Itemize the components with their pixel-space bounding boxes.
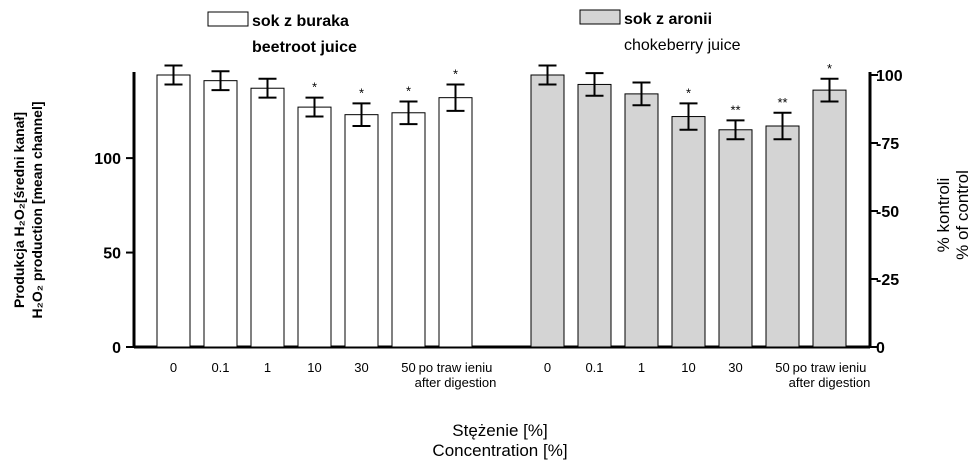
x-tick-label-1-3-0: 10 xyxy=(681,360,695,375)
x-tick-label-0-2-0: 1 xyxy=(264,360,271,375)
right-tick-label-2: -50 xyxy=(876,204,899,221)
significance-0-6: * xyxy=(453,66,458,81)
y-axis-label-right-pl: % kontroli xyxy=(934,178,953,253)
y-axis-label-left-en: H₂O₂ production [mean channel] xyxy=(29,101,45,318)
x-tick-label-1-4-0: 30 xyxy=(728,360,742,375)
left-y-ticks: 0 50 100 xyxy=(94,151,134,357)
x-tick-label-0-6-1: after digestion xyxy=(415,375,497,390)
bar-0-5 xyxy=(391,112,426,348)
bar-0-3 xyxy=(297,106,332,348)
x-tick-label-0-3-0: 10 xyxy=(307,360,321,375)
legend-swatch-chokeberry xyxy=(579,9,621,25)
significance-1-6: * xyxy=(827,61,832,76)
legend-label-chokeberry-en: chokeberry juice xyxy=(624,37,741,54)
bar-1-2 xyxy=(624,93,659,348)
significance-1-5: ** xyxy=(777,95,787,110)
bar-0-1 xyxy=(203,80,238,348)
x-tick-label-1-1-0: 0.1 xyxy=(585,360,603,375)
significance-0-5: * xyxy=(406,83,411,98)
bar-0-2 xyxy=(250,87,285,348)
significance-0-3: * xyxy=(312,80,317,95)
legend-label-beetroot-pl: sok z buraka xyxy=(252,13,349,30)
significance-0-4: * xyxy=(359,85,364,100)
bar-1-5 xyxy=(765,125,800,348)
x-tick-label-1-0-0: 0 xyxy=(544,360,551,375)
bar-1-6 xyxy=(812,89,847,348)
x-tick-label-0-6-0: po traw ieniu xyxy=(419,360,493,375)
bar-1-0 xyxy=(530,74,565,348)
right-y-ticks: 0 -25 -50 -75 100 xyxy=(870,68,903,357)
bar-1-1 xyxy=(577,83,612,348)
x-tick-label-0-4-0: 30 xyxy=(354,360,368,375)
x-tick-label-0-5-0: 50 xyxy=(401,360,415,375)
x-tick-label-0-0-0: 0 xyxy=(170,360,177,375)
right-tick-label-1: -25 xyxy=(876,272,899,289)
left-tick-label-2: 100 xyxy=(94,151,121,168)
significance-1-4: ** xyxy=(730,102,740,117)
bars-group: * * ******** xyxy=(156,61,847,348)
bar-0-4 xyxy=(344,114,379,348)
x-tick-label-0-1-0: 0.1 xyxy=(211,360,229,375)
right-tick-label-4: 100 xyxy=(876,68,903,85)
legend-label-chokeberry-pl: sok z aronii xyxy=(624,11,712,28)
x-tick-label-1-5-0: 50 xyxy=(775,360,789,375)
x-tick-label-1-6-0: po traw ieniu xyxy=(793,360,867,375)
x-axis-label-pl: Stężenie [%] xyxy=(452,421,547,440)
significance-1-3: * xyxy=(686,85,691,100)
bar-1-4 xyxy=(718,129,753,348)
bar-0-6 xyxy=(438,97,473,348)
legend-swatch-beetroot xyxy=(207,11,249,27)
x-tick-label-1-2-0: 1 xyxy=(638,360,645,375)
x-axis-label-en: Concentration [%] xyxy=(432,441,567,460)
legend-label-beetroot-en: beetroot juice xyxy=(252,39,357,56)
right-tick-label-3: -75 xyxy=(876,136,899,153)
y-axis-label-left-pl: Produkcja H₂O₂[średni kanał] xyxy=(11,112,27,308)
x-tick-label-1-6-1: after digestion xyxy=(789,375,871,390)
left-tick-label-1: 50 xyxy=(103,246,121,263)
y-axis-label-right-en: % of control xyxy=(953,170,972,260)
bar-0-0 xyxy=(156,74,191,348)
right-tick-label-0: 0 xyxy=(876,340,885,357)
bar-1-3 xyxy=(671,116,706,348)
left-tick-label-0: 0 xyxy=(112,340,121,357)
